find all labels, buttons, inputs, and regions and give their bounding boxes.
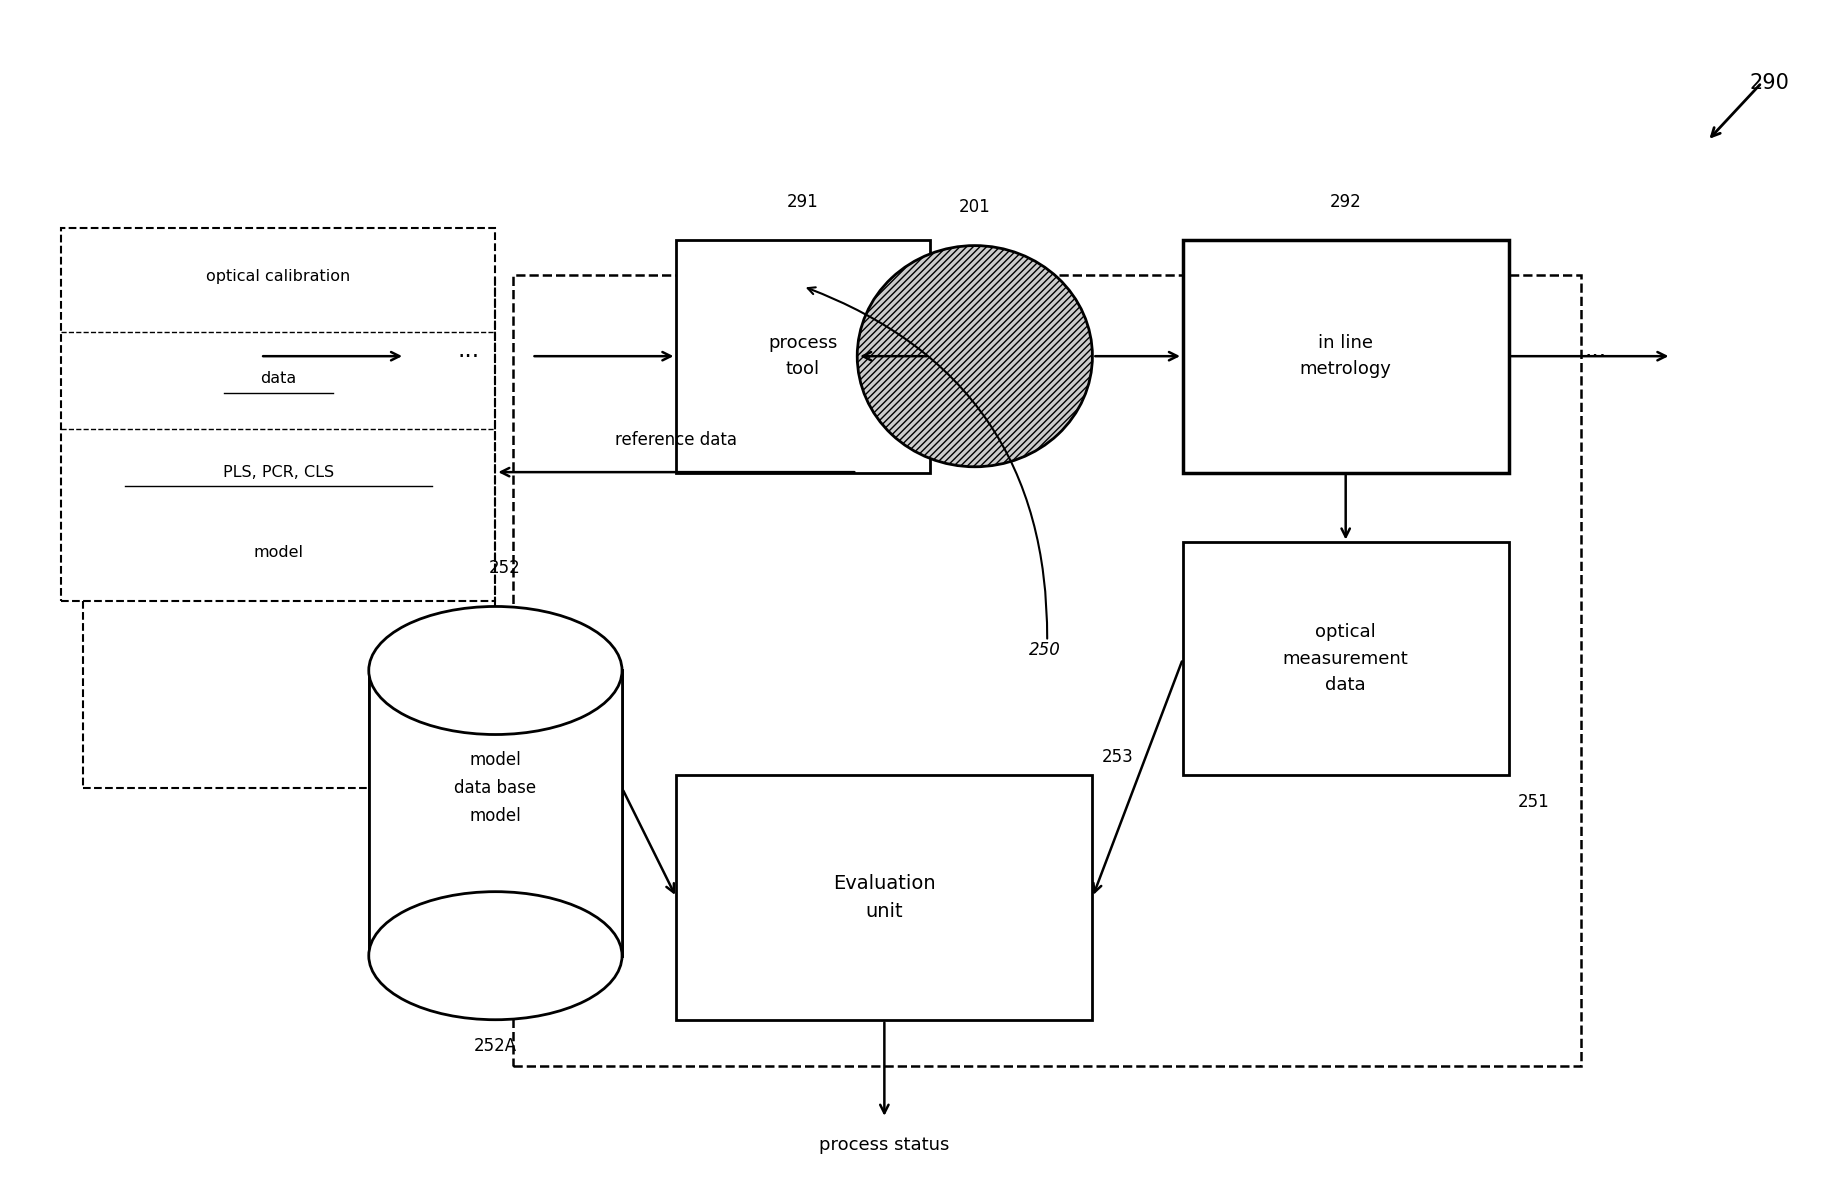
Ellipse shape bbox=[368, 607, 622, 735]
Text: 252A: 252A bbox=[474, 1037, 518, 1055]
Text: 291: 291 bbox=[788, 193, 819, 211]
Text: data: data bbox=[261, 371, 297, 386]
Text: 253: 253 bbox=[1101, 748, 1134, 766]
Text: reference data: reference data bbox=[616, 431, 736, 449]
Text: PLS, PCR, CLS: PLS, PCR, CLS bbox=[222, 464, 334, 479]
Text: 250: 250 bbox=[1030, 641, 1061, 660]
Ellipse shape bbox=[857, 245, 1092, 466]
Text: in line
metrology: in line metrology bbox=[1300, 335, 1391, 378]
Text: optical
measurement
data: optical measurement data bbox=[1283, 623, 1409, 694]
Ellipse shape bbox=[368, 892, 622, 1020]
Text: model: model bbox=[253, 544, 303, 560]
Text: optical calibration: optical calibration bbox=[206, 269, 350, 284]
Bar bbox=[676, 240, 930, 472]
Text: 201: 201 bbox=[959, 198, 990, 217]
Bar bbox=[1183, 240, 1508, 472]
Text: process status: process status bbox=[819, 1136, 950, 1154]
Text: 252: 252 bbox=[489, 560, 520, 577]
Bar bbox=[514, 274, 1581, 1066]
Text: Evaluation
unit: Evaluation unit bbox=[833, 874, 935, 921]
Text: model
data base
model: model data base model bbox=[454, 752, 536, 825]
Bar bbox=[1183, 542, 1508, 775]
Text: 251: 251 bbox=[1517, 793, 1550, 810]
Text: 290: 290 bbox=[1748, 73, 1788, 93]
Text: 292: 292 bbox=[1329, 193, 1362, 211]
Bar bbox=[368, 670, 622, 955]
Bar bbox=[676, 775, 1092, 1020]
Text: ...: ... bbox=[1584, 338, 1606, 363]
Bar bbox=[62, 229, 496, 601]
Text: ...: ... bbox=[458, 338, 479, 363]
Text: process
tool: process tool bbox=[767, 335, 837, 378]
